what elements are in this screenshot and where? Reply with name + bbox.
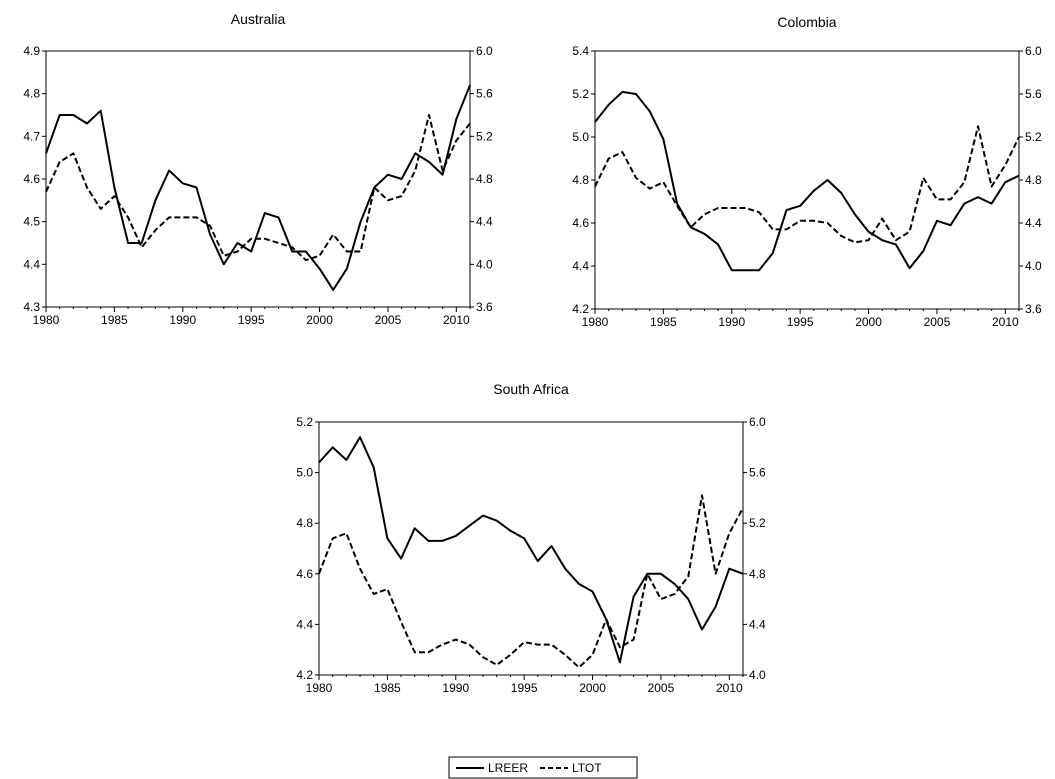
- x-tick-label: 2005: [375, 313, 402, 327]
- chart-title: Australia: [231, 11, 286, 27]
- y-right-tick-label: 6.0: [476, 44, 493, 58]
- y-right-tick-label: 5.6: [476, 87, 493, 101]
- x-tick-label: 2000: [855, 315, 882, 329]
- x-tick-label: 1985: [101, 313, 128, 327]
- y-left-tick-label: 4.5: [23, 215, 40, 229]
- chart-title: Colombia: [777, 14, 836, 30]
- chart-panel-2: Colombia 4.2 4.4 4.6 4.8 5.0 5.2 5.4 3.6 4.0 4.4 4.…: [572, 14, 1042, 329]
- x-tick-label: 1980: [582, 315, 609, 329]
- plot-frame: [594, 50, 1020, 310]
- series-line-lreer: [45, 84, 471, 291]
- y-left-tick-label: 5.0: [296, 466, 313, 480]
- x-tick-label: 2010: [992, 315, 1019, 329]
- y-left-tick-label: 4.6: [296, 567, 313, 581]
- y-right-tick-label: 4.0: [1025, 259, 1042, 273]
- y-right-tick-label: 5.2: [1025, 130, 1042, 144]
- y-left-tick-label: 4.2: [572, 302, 589, 316]
- y-right-tick-label: 4.0: [749, 668, 766, 682]
- y-right-tick-label: 4.4: [476, 215, 493, 229]
- y-left-tick-label: 4.7: [23, 129, 40, 143]
- y-right-tick-label: 5.6: [1025, 87, 1042, 101]
- y-left-tick-label: 5.2: [296, 415, 313, 429]
- y-left-tick-label: 4.8: [23, 87, 40, 101]
- y-right-tick-label: 3.6: [476, 300, 493, 314]
- x-tick-label: 1980: [33, 313, 60, 327]
- x-tick-label: 2010: [716, 681, 743, 695]
- y-left-tick-label: 4.2: [296, 668, 313, 682]
- x-tick-label: 1980: [306, 681, 333, 695]
- y-left-tick-label: 4.6: [23, 172, 40, 186]
- y-right-tick-label: 6.0: [1025, 44, 1042, 58]
- chart-panel-1: Australia 4.3 4.4 4.5 4.6 4.7 4.8 4.9 3.6 4.0 4.4 4…: [23, 11, 493, 327]
- x-tick-label: 1995: [511, 681, 538, 695]
- y-left-tick-label: 4.8: [572, 173, 589, 187]
- series-line-lreer: [318, 436, 744, 664]
- y-left-tick-label: 5.4: [572, 44, 589, 58]
- y-left-tick-label: 4.4: [572, 259, 589, 273]
- plot-frame: [318, 421, 744, 676]
- series-line-ltot: [318, 494, 744, 669]
- series-line-ltot: [45, 114, 471, 262]
- series-line-ltot: [594, 125, 1020, 244]
- x-tick-label: 2000: [579, 681, 606, 695]
- x-tick-label: 1990: [442, 681, 469, 695]
- y-right-tick-label: 3.6: [1025, 302, 1042, 316]
- x-tick-label: 1995: [787, 315, 814, 329]
- x-tick-label: 2005: [648, 681, 675, 695]
- legend-label: LREER: [488, 761, 528, 775]
- y-right-tick-label: 5.6: [749, 466, 766, 480]
- y-left-tick-label: 4.9: [23, 44, 40, 58]
- y-right-tick-label: 4.0: [476, 257, 493, 271]
- chart-panel-3: South Africa 4.2 4.4 4.6 4.8 5.0 5.2 4.0 4.4 4.8 5…: [296, 381, 766, 695]
- legend: LREER LTOT: [448, 756, 638, 779]
- y-left-tick-label: 5.2: [572, 87, 589, 101]
- x-tick-label: 1995: [238, 313, 265, 327]
- y-left-tick-label: 4.4: [296, 617, 313, 631]
- plot-frame: [45, 50, 471, 308]
- y-left-tick-label: 4.8: [296, 516, 313, 530]
- y-right-tick-label: 6.0: [749, 415, 766, 429]
- x-tick-label: 1985: [374, 681, 401, 695]
- legend-label: LTOT: [572, 761, 602, 775]
- y-right-tick-label: 4.8: [1025, 173, 1042, 187]
- x-tick-label: 1985: [650, 315, 677, 329]
- x-tick-label: 1990: [718, 315, 745, 329]
- x-tick-label: 2005: [924, 315, 951, 329]
- y-right-tick-label: 4.8: [749, 567, 766, 581]
- y-right-tick-label: 4.8: [476, 172, 493, 186]
- x-tick-label: 2010: [443, 313, 470, 327]
- y-right-tick-label: 4.4: [1025, 216, 1042, 230]
- y-left-tick-label: 5.0: [572, 130, 589, 144]
- y-left-tick-label: 4.6: [572, 216, 589, 230]
- y-right-tick-label: 4.4: [749, 617, 766, 631]
- x-tick-label: 2000: [306, 313, 333, 327]
- y-right-tick-label: 5.2: [476, 129, 493, 143]
- series-line-lreer: [594, 90, 1020, 272]
- chart-title: South Africa: [493, 381, 569, 397]
- y-left-tick-label: 4.3: [23, 300, 40, 314]
- x-tick-label: 1990: [169, 313, 196, 327]
- y-right-tick-label: 5.2: [749, 516, 766, 530]
- y-left-tick-label: 4.4: [23, 257, 40, 271]
